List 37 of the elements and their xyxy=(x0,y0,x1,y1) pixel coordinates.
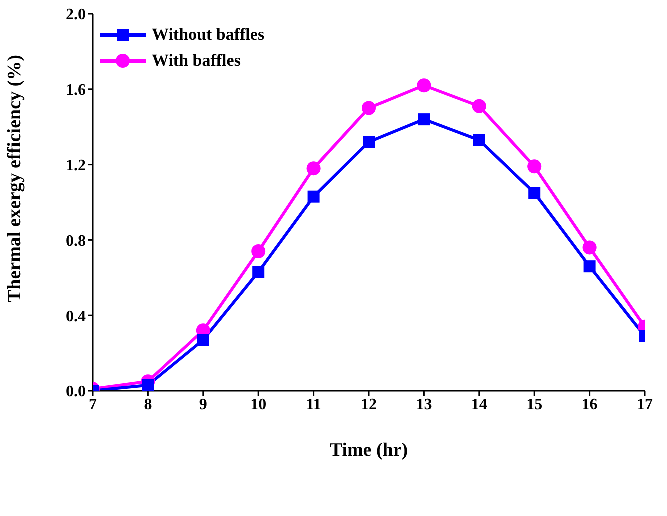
point xyxy=(473,134,486,146)
legend-label: Without baffles xyxy=(152,24,265,46)
y-axis-title: Thermal exergy efficiency (%) xyxy=(4,55,26,302)
point xyxy=(418,114,430,126)
x-tick-label: 14 xyxy=(471,396,488,414)
point xyxy=(308,190,320,203)
legend-label: With baffles xyxy=(152,50,241,72)
x-tick-label: 9 xyxy=(199,396,208,414)
point xyxy=(363,136,375,148)
x-tick-label: 17 xyxy=(637,396,653,414)
point xyxy=(197,334,210,346)
x-tick-label: 16 xyxy=(582,396,598,414)
x-tick-label: 12 xyxy=(361,396,377,414)
point xyxy=(582,240,597,255)
x-tick-label: 7 xyxy=(89,396,97,414)
point xyxy=(252,244,266,259)
x-axis-title: Time (hr) xyxy=(330,440,408,461)
y-tick-label: 2.0 xyxy=(66,6,86,24)
point xyxy=(362,101,376,116)
point xyxy=(584,260,596,273)
y-tick-label: 1.6 xyxy=(66,82,86,100)
point xyxy=(528,187,541,200)
x-tick-label: 11 xyxy=(306,396,322,414)
y-tick-label: 0.0 xyxy=(66,384,86,401)
point xyxy=(306,162,321,176)
x-tick-label: 13 xyxy=(416,396,432,414)
x-tick-label: 15 xyxy=(526,396,543,414)
x-tick-label: 8 xyxy=(144,396,152,414)
y-tick-label: 1.2 xyxy=(66,157,86,174)
point xyxy=(142,379,154,391)
point xyxy=(417,78,432,93)
y-tick-label: 0.4 xyxy=(66,308,86,326)
y-tick-label: 0.8 xyxy=(66,232,86,250)
x-tick-label: 10 xyxy=(250,396,267,414)
point xyxy=(472,99,486,114)
point xyxy=(252,266,265,278)
point xyxy=(528,160,542,174)
